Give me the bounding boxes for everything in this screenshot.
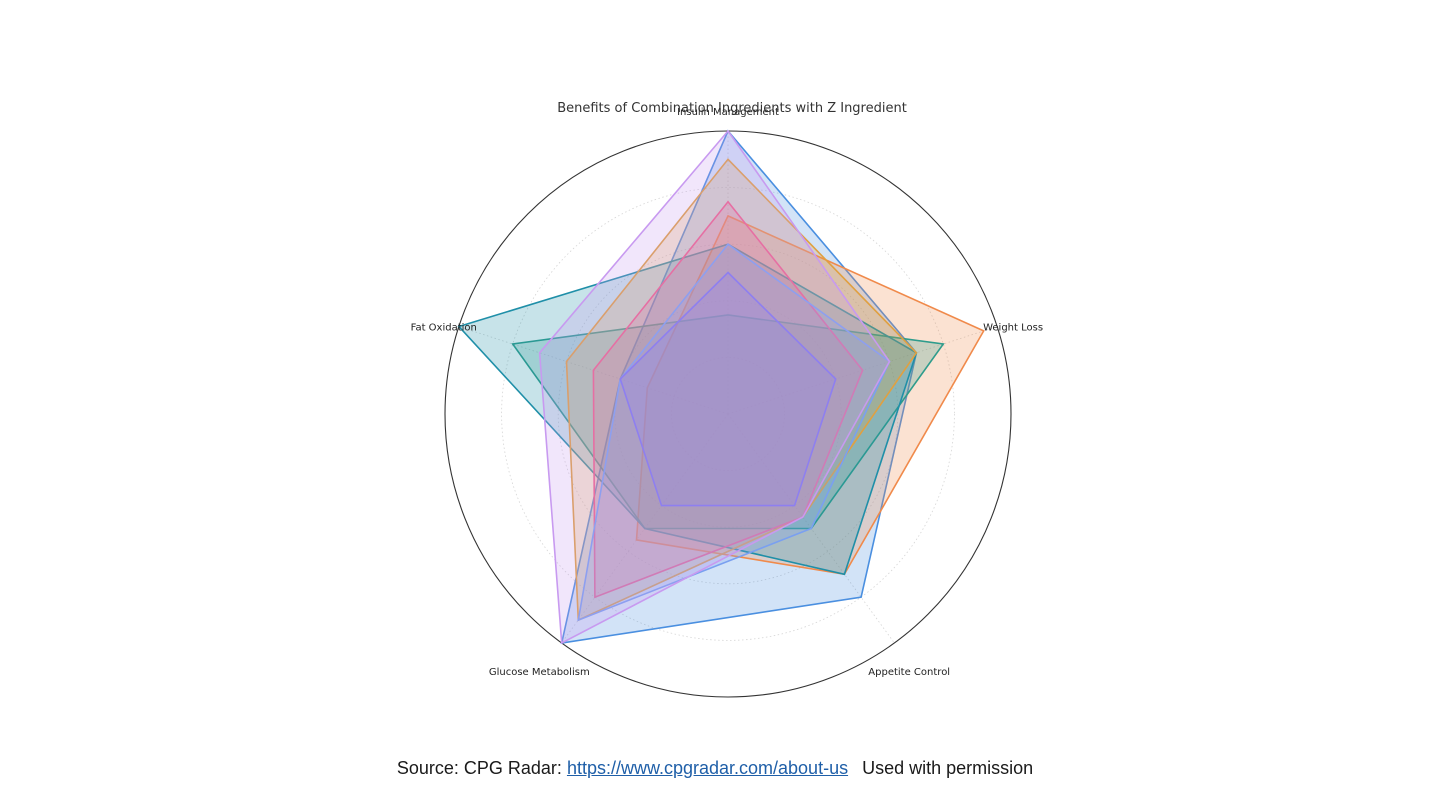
axis-label-appetite-control: Appetite Control	[868, 667, 950, 678]
series-polygon-6	[592, 200, 864, 599]
radar-axis-labels: Insulin Management Weight Loss Appetite Co…	[411, 107, 1043, 678]
axis-label-insulin-management: Insulin Management	[677, 107, 779, 118]
grid-ring-1	[671, 356, 786, 471]
axis-label-fat-oxidation: Fat Oxidation	[411, 323, 477, 334]
grid-ring-3	[557, 243, 899, 585]
series-polygon-4	[457, 243, 918, 576]
source-prefix: Source: CPG Radar:	[396, 758, 567, 778]
source-attribution: Source: CPG Radar: https://www.cpgradar.…	[0, 758, 1430, 779]
radar-series	[457, 129, 985, 645]
axis-label-glucose-metabolism: Glucose Metabolism	[489, 667, 590, 678]
grid-ring-4	[501, 187, 955, 641]
series-polygon-9	[619, 271, 837, 507]
chart-title: Benefits of Combination Ingredients with…	[557, 101, 907, 116]
series-polygon-8	[538, 129, 891, 645]
axis-label-weight-loss: Weight Loss	[983, 323, 1043, 334]
source-link[interactable]: https://www.cpgradar.com/about-us	[566, 758, 849, 778]
series-polygon-1	[560, 129, 918, 644]
permission-note: Used with permission	[862, 758, 1034, 778]
radar-chart: Insulin Management Weight Loss Appetite Co…	[411, 101, 1043, 698]
